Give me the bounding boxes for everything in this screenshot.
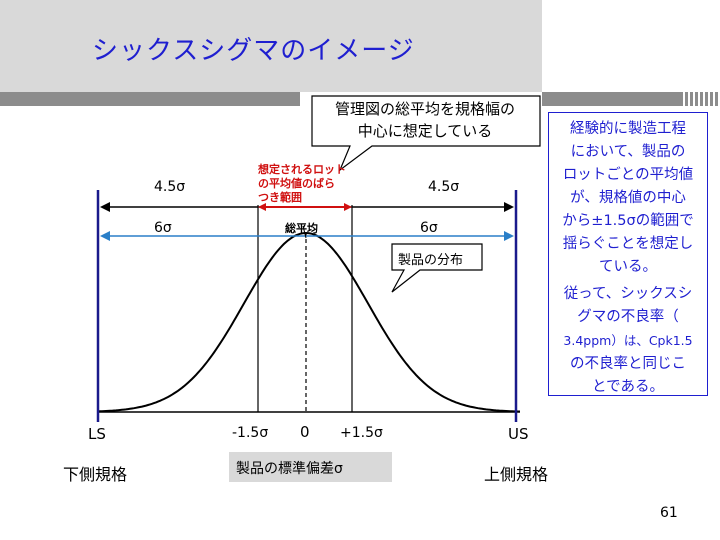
lot-range-right-head: [344, 203, 352, 211]
distribution-label: 製品の分布: [398, 253, 464, 268]
arrow-6-left-head: [100, 231, 110, 241]
center-note-bubble: [311, 95, 541, 172]
title-band: [0, 0, 542, 92]
lot-range-label: 想定されるロット の平均値のばら つき範囲: [258, 163, 346, 204]
distribution-bubble: [391, 243, 483, 293]
slide-title: シックスシグマのイメージ: [92, 36, 415, 66]
side-note-box: [548, 112, 708, 396]
side-note-para2-b: 3.4ppm）は、Cpk1.5: [563, 333, 693, 348]
arrow-45-left-head: [100, 202, 110, 212]
divider-bar-right: [542, 92, 720, 106]
grand-mean-pointer: [302, 225, 307, 239]
std-dev-label: 製品の標準偏差σ: [236, 461, 343, 477]
right-6-sigma: 6σ: [420, 220, 438, 236]
side-note-para2: 従って、シックスシ グマの不良率（ 3.4ppm）は、Cpk1.5 の不良率と同…: [555, 283, 701, 399]
page-number: 61: [660, 505, 678, 521]
side-note-para1: 経験的に製造工程 において、製品の ロットごとの平均値 が、規格値の中心 から±…: [562, 121, 694, 275]
divider-bar-dots: [680, 92, 720, 106]
std-dev-box: [229, 452, 392, 482]
grand-mean-label: 総平均: [285, 222, 318, 235]
lower-spec-label: 下側規格: [63, 465, 128, 484]
left-6-sigma: 6σ: [154, 220, 172, 236]
side-note-para2-a: 従って、シックスシ グマの不良率（: [563, 286, 693, 325]
right-45-sigma: 4.5σ: [428, 179, 460, 195]
minus15-label: -1.5σ: [232, 425, 269, 441]
left-45-sigma: 4.5σ: [154, 179, 186, 195]
distribution-curve: [97, 231, 520, 413]
arrow-6-right-head: [504, 231, 514, 241]
side-note-para2-c: の不良率と同じこ とである。: [570, 356, 686, 395]
upper-spec-label: 上側規格: [484, 465, 549, 484]
ls-label: LS: [88, 425, 106, 443]
divider-bar-left: [0, 92, 300, 106]
lot-range-left-head: [258, 203, 266, 211]
center-note-text: 管理図の総平均を規格幅の 中心に想定している: [334, 100, 515, 140]
plus15-label: +1.5σ: [340, 425, 383, 441]
arrow-45-right-head: [504, 202, 514, 212]
us-label: US: [508, 425, 529, 443]
zero-label: 0: [300, 423, 310, 441]
